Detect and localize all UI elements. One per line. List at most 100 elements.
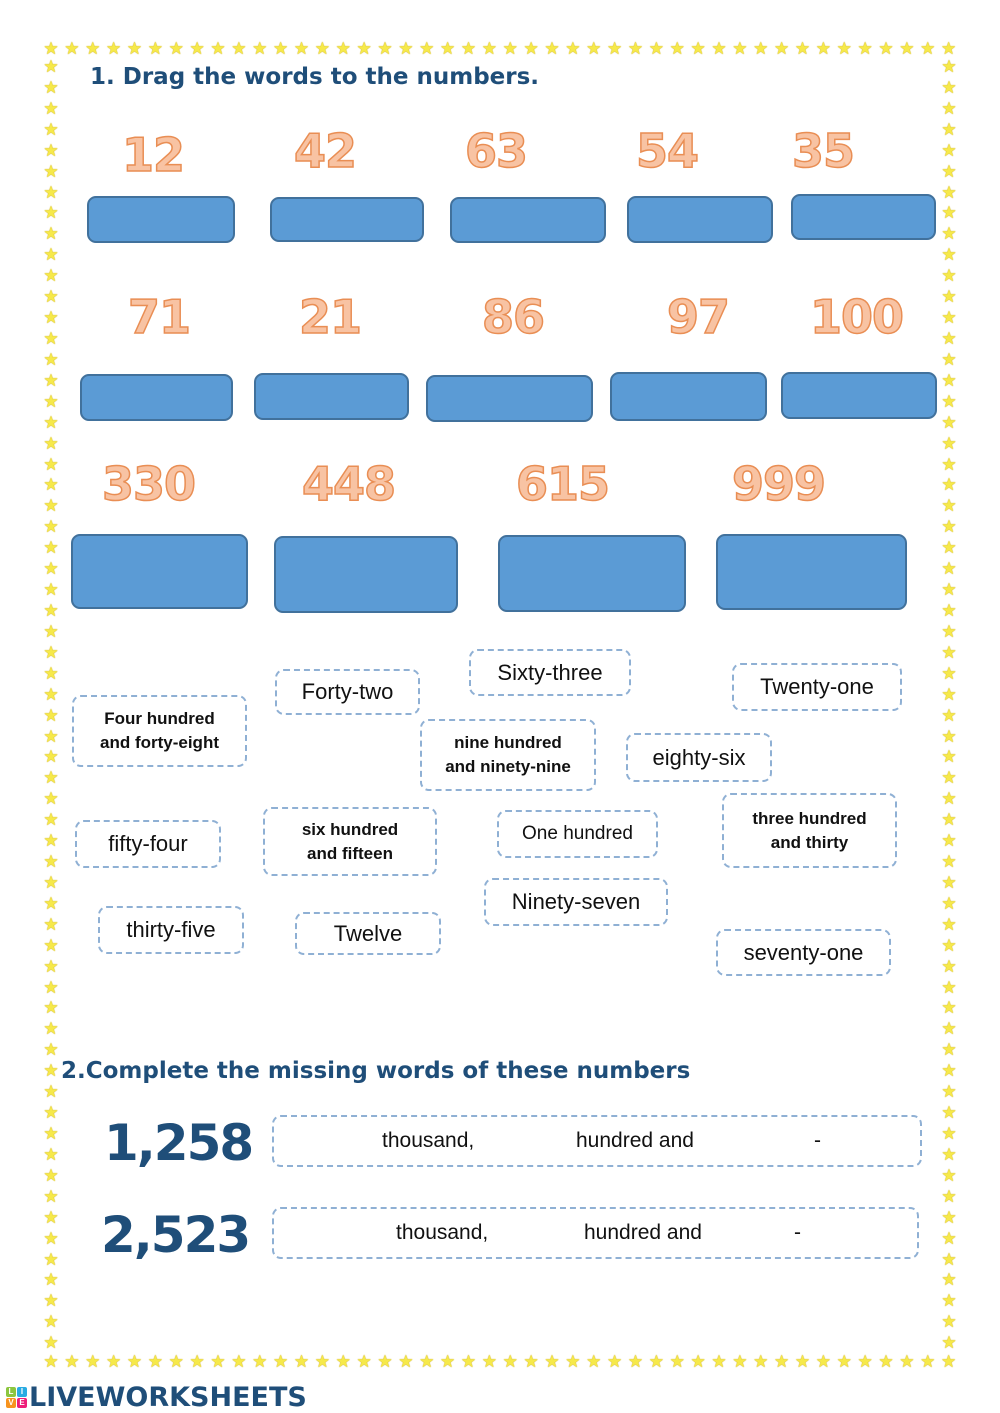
star-icon: ★ bbox=[231, 39, 247, 58]
star-icon: ★ bbox=[941, 1207, 957, 1227]
star-icon: ★ bbox=[481, 1352, 497, 1371]
star-icon: ★ bbox=[335, 39, 351, 58]
star-icon: ★ bbox=[899, 1352, 915, 1371]
star-icon: ★ bbox=[502, 39, 518, 58]
drop-zone-54[interactable] bbox=[627, 196, 773, 243]
thousands-input[interactable] bbox=[282, 1217, 394, 1253]
star-icon: ★ bbox=[43, 1312, 59, 1332]
star-icon: ★ bbox=[941, 224, 957, 244]
star-icon: ★ bbox=[941, 1186, 957, 1206]
hyphen: - bbox=[814, 1129, 821, 1152]
brand-name: LIVEWORKSHEETS bbox=[29, 1382, 307, 1413]
star-icon: ★ bbox=[43, 1270, 59, 1290]
liveworksheets-logo[interactable]: L I V E LIVEWORKSHEETS bbox=[6, 1382, 307, 1413]
word-card[interactable]: Twenty-one bbox=[732, 663, 902, 711]
star-icon: ★ bbox=[941, 538, 957, 558]
star-icon: ★ bbox=[586, 39, 602, 58]
word-card[interactable]: fifty-four bbox=[75, 820, 221, 868]
star-icon: ★ bbox=[293, 39, 310, 58]
star-icon: ★ bbox=[941, 1249, 957, 1269]
star-icon: ★ bbox=[627, 1352, 644, 1371]
word-card[interactable]: Forty-two bbox=[275, 669, 420, 715]
drop-zone-330[interactable] bbox=[71, 534, 248, 609]
ones-input[interactable] bbox=[829, 1125, 918, 1161]
star-icon: ★ bbox=[43, 642, 59, 662]
star-icon: ★ bbox=[43, 475, 59, 495]
drop-zone-35[interactable] bbox=[791, 194, 936, 240]
star-icon: ★ bbox=[85, 39, 101, 58]
star-icon: ★ bbox=[941, 642, 957, 662]
word-card[interactable]: One hundred bbox=[497, 810, 658, 858]
star-icon: ★ bbox=[168, 1352, 184, 1371]
word-card[interactable]: Twelve bbox=[295, 912, 441, 955]
thousands-input[interactable] bbox=[282, 1125, 381, 1161]
tens-input[interactable] bbox=[714, 1125, 814, 1161]
star-icon: ★ bbox=[941, 747, 957, 767]
ones-input[interactable] bbox=[809, 1217, 913, 1253]
word-card[interactable]: three hundred and thirty bbox=[722, 793, 897, 868]
star-icon: ★ bbox=[43, 412, 59, 432]
word-card[interactable]: seventy-one bbox=[716, 929, 891, 976]
star-icon: ★ bbox=[43, 893, 59, 913]
star-icon: ★ bbox=[941, 810, 957, 830]
star-icon: ★ bbox=[43, 1165, 59, 1185]
star-icon: ★ bbox=[43, 182, 59, 202]
drop-zone-615[interactable] bbox=[498, 535, 686, 612]
star-icon: ★ bbox=[941, 663, 957, 683]
star-icon: ★ bbox=[941, 977, 957, 997]
star-icon: ★ bbox=[273, 39, 289, 58]
word-card[interactable]: Four hundred and forty-eight bbox=[72, 695, 247, 767]
star-icon: ★ bbox=[43, 328, 59, 348]
star-icon: ★ bbox=[43, 1228, 59, 1248]
word-card[interactable]: nine hundred and ninety-nine bbox=[420, 719, 596, 791]
hundreds-input[interactable] bbox=[487, 1125, 576, 1161]
thousand-word: thousand, bbox=[396, 1221, 489, 1244]
star-icon: ★ bbox=[941, 1082, 957, 1102]
star-icon: ★ bbox=[941, 914, 957, 934]
drop-zone-448[interactable] bbox=[274, 536, 458, 613]
star-icon: ★ bbox=[43, 768, 59, 788]
star-icon: ★ bbox=[210, 39, 226, 58]
hundreds-input[interactable] bbox=[499, 1217, 583, 1253]
word-card[interactable]: six hundred and fifteen bbox=[263, 807, 437, 876]
drop-zone-999[interactable] bbox=[716, 534, 907, 610]
star-icon: ★ bbox=[941, 475, 957, 495]
star-icon: ★ bbox=[43, 1124, 59, 1144]
star-icon: ★ bbox=[398, 39, 414, 58]
section2-title: 2.Complete the missing words of these nu… bbox=[61, 1058, 691, 1084]
drop-zone-12[interactable] bbox=[87, 196, 235, 243]
drop-zone-42[interactable] bbox=[270, 197, 424, 242]
star-icon: ★ bbox=[899, 39, 915, 58]
star-icon: ★ bbox=[377, 1352, 393, 1371]
word-card[interactable]: eighty-six bbox=[626, 733, 772, 782]
star-icon: ★ bbox=[941, 789, 957, 809]
word-card[interactable]: thirty-five bbox=[98, 906, 244, 954]
star-icon: ★ bbox=[106, 1352, 122, 1371]
word-card[interactable]: Sixty-three bbox=[469, 649, 631, 696]
number-label: 71 bbox=[127, 289, 192, 345]
star-icon: ★ bbox=[43, 266, 59, 286]
drop-zone-86[interactable] bbox=[426, 375, 593, 422]
drop-zone-21[interactable] bbox=[254, 373, 409, 420]
star-icon: ★ bbox=[941, 1228, 957, 1248]
star-icon: ★ bbox=[857, 1352, 873, 1371]
star-icon: ★ bbox=[43, 1144, 59, 1164]
star-icon: ★ bbox=[314, 39, 330, 58]
drop-zone-100[interactable] bbox=[781, 372, 937, 419]
star-icon: ★ bbox=[941, 266, 957, 286]
word-card[interactable]: Ninety-seven bbox=[484, 878, 668, 926]
star-icon: ★ bbox=[43, 726, 59, 746]
star-icon: ★ bbox=[377, 39, 393, 58]
drop-zone-63[interactable] bbox=[450, 197, 606, 243]
star-icon: ★ bbox=[941, 391, 957, 411]
star-icon: ★ bbox=[43, 935, 59, 955]
number-label: 615 bbox=[515, 456, 611, 512]
star-icon: ★ bbox=[711, 1352, 727, 1371]
star-icon: ★ bbox=[43, 433, 59, 453]
drop-zone-71[interactable] bbox=[80, 374, 233, 421]
star-icon: ★ bbox=[398, 1352, 414, 1371]
star-icon: ★ bbox=[941, 893, 957, 913]
tens-input[interactable] bbox=[719, 1217, 795, 1253]
star-icon: ★ bbox=[607, 1352, 623, 1371]
drop-zone-97[interactable] bbox=[610, 372, 767, 421]
